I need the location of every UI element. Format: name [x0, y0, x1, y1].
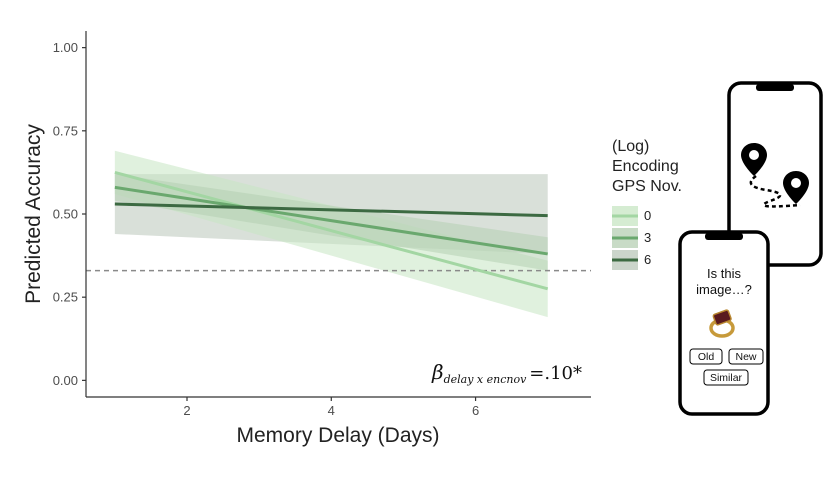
series-line-6: [114, 202, 548, 218]
legend-label-0: 0: [644, 208, 651, 223]
y-tick-label: 0.75: [53, 123, 78, 138]
beta-annotation: βdelay x encnov =.10*: [431, 360, 582, 386]
y-ticks: 0.00 0.25 0.50 0.75 1.00: [53, 40, 86, 388]
beta-symbol: β: [431, 360, 444, 384]
new-button[interactable]: New: [728, 348, 764, 365]
series-line-3: [114, 185, 548, 256]
y-tick-label: 0.25: [53, 290, 78, 305]
y-tick-label: 1.00: [53, 40, 78, 55]
phone-recognition: Is this image…? Old New Similar: [678, 230, 770, 416]
phone-recognition-notch: [705, 233, 743, 240]
legend-title-line-3: GPS Nov.: [612, 178, 682, 195]
old-button-label: Old: [698, 351, 715, 363]
map-pin-icon: [741, 143, 767, 176]
confidence-band-3: [114, 174, 548, 271]
phone-map: [727, 81, 823, 267]
question-line-1: Is this: [707, 266, 741, 281]
beta-subscript: delay x encnov: [444, 373, 528, 386]
legend-label-6: 6: [644, 252, 651, 267]
x-tick-label: 2: [183, 403, 190, 418]
legend-title-line-1: (Log): [612, 138, 649, 155]
legend-label-3: 3: [644, 230, 651, 245]
ring-icon: [709, 309, 735, 338]
series-lines: [114, 170, 549, 291]
phone-map-notch: [756, 84, 794, 91]
map-route-line: [749, 174, 801, 208]
phone-map-body: [727, 81, 823, 267]
similar-button[interactable]: Similar: [703, 369, 749, 386]
confidence-bands: [114, 150, 548, 318]
x-axis-title: Memory Delay (Days): [236, 424, 439, 447]
question-line-2: image…?: [696, 282, 752, 297]
y-axis-title: Predicted Accuracy: [22, 124, 45, 304]
y-tick-label: 0.50: [53, 207, 78, 222]
x-ticks: 2 4 6: [183, 397, 479, 418]
beta-value: =.10*: [529, 363, 582, 384]
series-line-0: [114, 170, 549, 291]
x-tick-label: 4: [328, 403, 335, 418]
legend-title-line-2: Encoding: [612, 158, 679, 175]
old-button[interactable]: Old: [689, 348, 723, 365]
y-tick-label: 0.00: [53, 373, 78, 388]
similar-button-label: Similar: [710, 372, 743, 384]
legend-keys: 0 3 6: [612, 206, 651, 270]
x-tick-label: 6: [472, 403, 479, 418]
legend: (Log) Encoding GPS Nov. 0 3 6: [612, 138, 682, 270]
map-pin-icon: [783, 171, 809, 204]
new-button-label: New: [735, 351, 756, 363]
